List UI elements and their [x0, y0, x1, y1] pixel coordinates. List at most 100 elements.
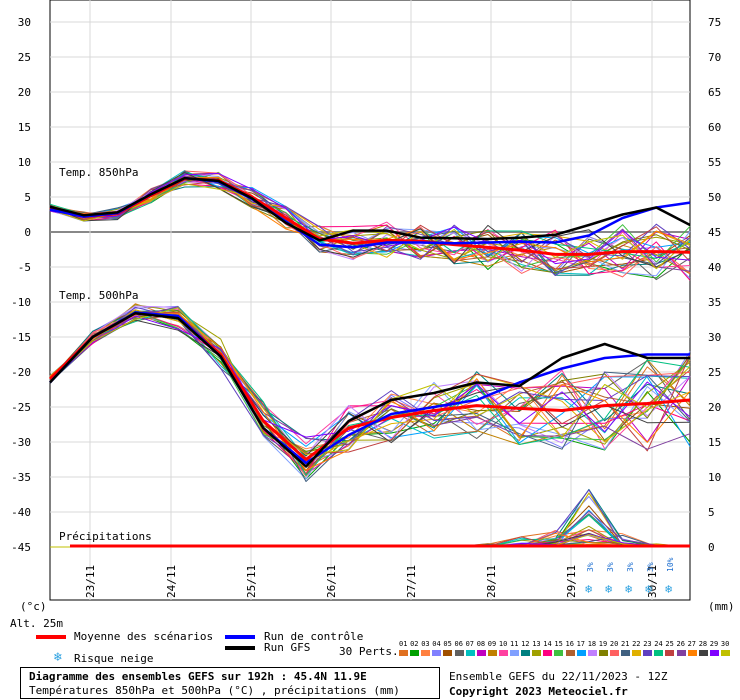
pert-color-swatch: [587, 650, 597, 656]
pert-id-label: 10: [498, 640, 508, 648]
y-tick-right: 75: [708, 16, 721, 29]
y-tick-right: 30: [708, 331, 721, 344]
pert-color-swatch: [687, 650, 697, 656]
pert-color-swatch: [410, 650, 420, 656]
pert-id-label: 25: [665, 640, 674, 648]
perturbation-legend: 01 02 03 04 05 06 07 08 09 10 11 12 13 14 15 16 17 18 19 20…: [399, 640, 734, 660]
x-tick-label: 30/11: [646, 565, 659, 598]
legend-gfs-label: Run GFS: [264, 641, 311, 654]
footer-info-box: Diagramme des ensembles GEFS sur 192h : …: [20, 667, 440, 699]
legend-mean-line: [36, 635, 66, 639]
legend-gfs-line: [225, 646, 255, 650]
pert-color-swatch: [554, 650, 564, 656]
series-850-line: [49, 176, 691, 242]
x-tick-label: 28/11: [485, 565, 498, 598]
series-500-line: [49, 311, 690, 468]
x-tick-label: 26/11: [325, 565, 338, 598]
y-tick-left: 20: [18, 86, 31, 99]
y-tick-left: -20: [11, 366, 31, 379]
pert-id-label: 26: [676, 640, 685, 648]
y-tick-left: 30: [18, 16, 31, 29]
pert-id-label: 12: [521, 640, 530, 648]
pert-color-swatch: [676, 650, 686, 656]
pert-color-swatch: [399, 650, 408, 656]
y-tick-left: -25: [11, 401, 31, 414]
footer-copyright: Copyright 2023 Meteociel.fr: [449, 685, 628, 698]
pert-id-label: 23: [643, 640, 652, 648]
y-tick-right: 25: [708, 366, 721, 379]
pert-color-swatch: [698, 650, 708, 656]
footer-title: Diagramme des ensembles GEFS sur 192h : …: [29, 670, 367, 683]
panel-title-precip: Précipitations: [59, 530, 152, 543]
y-tick-left: -40: [11, 506, 31, 519]
y-axis-label-left: (°c): [20, 600, 47, 613]
pert-color-swatch: [421, 650, 431, 656]
snow-risk-value: 3%: [606, 562, 615, 572]
pert-color-swatch: [665, 650, 675, 656]
snow-risk-value: 3%: [586, 562, 595, 572]
y-axis-label-right: (mm): [708, 600, 735, 613]
altitude-label: Alt. 25m: [10, 617, 63, 630]
pert-id-label: 04: [432, 640, 441, 648]
footer-run: Ensemble GEFS du 22/11/2023 - 12Z: [449, 670, 668, 683]
pert-id-label: 19: [598, 640, 608, 648]
y-tick-left: -45: [11, 541, 31, 554]
pert-id-label: 29: [709, 640, 719, 648]
ensemble-member-850: [49, 171, 691, 268]
snowflake-icon: ❄: [54, 650, 62, 665]
pert-color-swatch: [521, 650, 531, 656]
pert-id-label: 06: [454, 640, 463, 648]
legend-control-line: [225, 635, 255, 639]
y-tick-left: -10: [11, 296, 31, 309]
pert-id-label: 15: [554, 640, 563, 648]
legend-snow-label: Risque neige: [74, 652, 154, 665]
ensemble-member-500: [49, 306, 691, 450]
y-tick-right: 50: [708, 191, 721, 204]
pert-color-swatch: [543, 650, 553, 656]
y-tick-left: 5: [24, 191, 31, 204]
pert-color-swatch: [532, 650, 542, 656]
y-tick-right: 20: [708, 401, 721, 414]
pert-id-label: 22: [632, 640, 641, 648]
y-tick-left: 25: [18, 51, 31, 64]
pert-id-label: 05: [443, 640, 452, 648]
pert-id-label: 08: [476, 640, 486, 648]
pert-id-label: 18: [587, 640, 597, 648]
pert-color-swatch: [432, 650, 442, 656]
x-tick-label: 23/11: [84, 565, 97, 598]
legend-control-label: Run de contrôle: [264, 630, 364, 643]
pert-color-swatch: [510, 650, 519, 656]
pert-id-label: 02: [410, 640, 419, 648]
snowflake-icon: ❄: [625, 582, 632, 596]
ensemble-member-500: [49, 304, 691, 454]
y-tick-right: 60: [708, 121, 721, 134]
snowflake-icon: ❄: [645, 582, 652, 596]
pert-color-swatch: [709, 650, 719, 656]
pert-color-swatch: [654, 650, 664, 656]
pert-color-swatch: [565, 650, 575, 656]
y-tick-right: 35: [708, 296, 721, 309]
pert-id-label: 03: [421, 640, 430, 648]
y-tick-left: 0: [24, 226, 31, 239]
y-tick-left: -30: [11, 436, 31, 449]
snowflake-icon: ❄: [605, 582, 612, 596]
y-tick-right: 15: [708, 436, 721, 449]
pert-id-label: 21: [621, 640, 630, 648]
y-tick-right: 10: [708, 471, 721, 484]
snow-risk-value: 3%: [646, 562, 655, 572]
pert-id-label: 01: [399, 640, 408, 648]
pert-id-label: 17: [576, 640, 586, 648]
pert-color-swatch: [465, 650, 475, 656]
pert-color-swatch: [443, 650, 453, 656]
y-tick-right: 0: [708, 541, 715, 554]
y-tick-right: 45: [708, 226, 721, 239]
pert-id-label: 09: [487, 640, 497, 648]
pert-id-label: 24: [654, 640, 663, 648]
snow-risk-value: 3%: [626, 562, 635, 572]
pert-color-swatch: [454, 650, 464, 656]
pert-color-swatch: [720, 650, 730, 656]
x-tick-label: 25/11: [245, 565, 258, 598]
snow-risk-value: 10%: [666, 557, 675, 572]
y-tick-right: 5: [708, 506, 715, 519]
